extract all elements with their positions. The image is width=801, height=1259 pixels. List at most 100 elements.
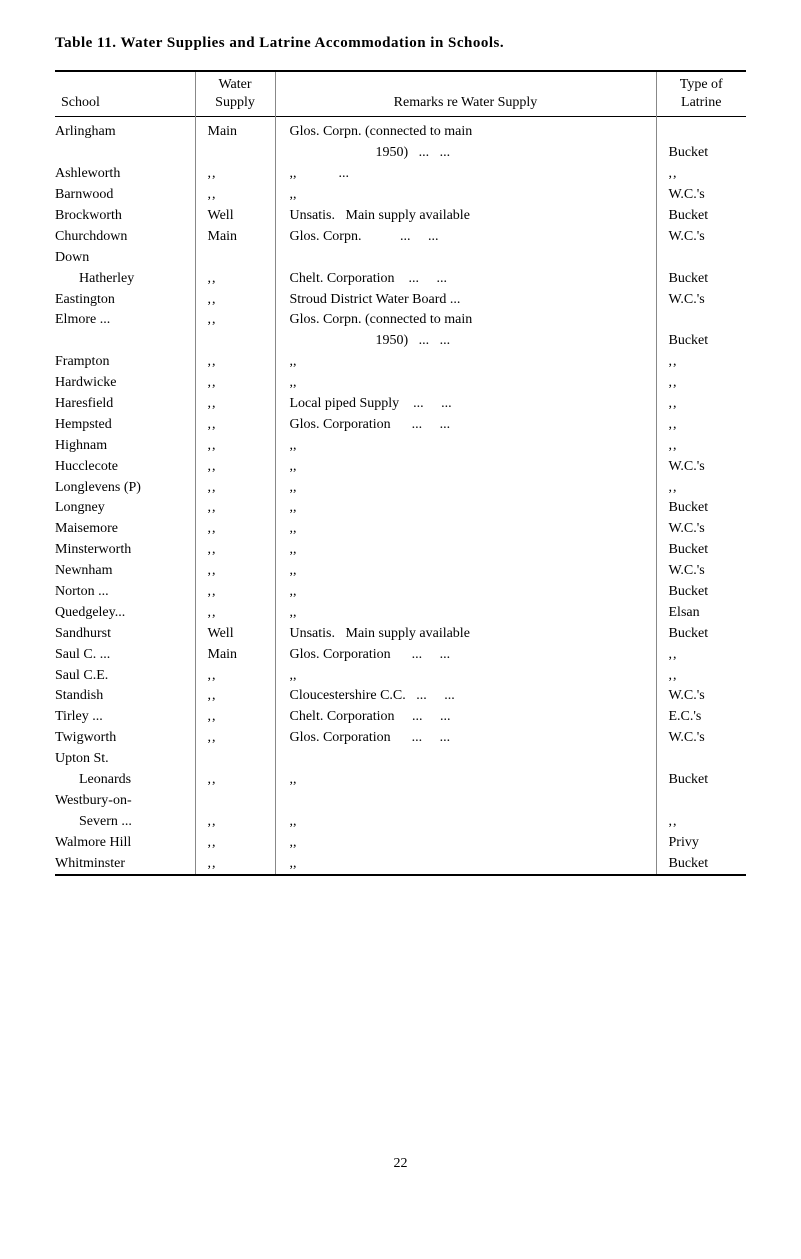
cell-supply: ,, bbox=[195, 540, 275, 561]
cell-remarks: ,, bbox=[275, 854, 656, 876]
cell-school: Longlevens (P) bbox=[55, 478, 195, 499]
title-main: Water Supplies and Latrine Accommodation… bbox=[120, 35, 504, 51]
header-latrine: Type of Latrine bbox=[656, 71, 746, 117]
table-row: Upton St. bbox=[55, 749, 746, 770]
table-body: ArlinghamMainGlos. Corpn. (connected to … bbox=[55, 117, 746, 876]
table-row: Quedgeley...,,,,Elsan bbox=[55, 603, 746, 624]
table-row: Hardwicke,,,,,, bbox=[55, 373, 746, 394]
cell-school: Ashleworth bbox=[55, 164, 195, 185]
cell-school: Quedgeley... bbox=[55, 603, 195, 624]
cell-school: Hempsted bbox=[55, 415, 195, 436]
cell-supply: ,, bbox=[195, 686, 275, 707]
table-row: ArlinghamMainGlos. Corpn. (connected to … bbox=[55, 117, 746, 143]
header-latrine-line1: Type of bbox=[680, 77, 723, 92]
cell-latrine: Bucket bbox=[656, 331, 746, 352]
table-row: Down bbox=[55, 248, 746, 269]
table-row: Severn ...,,,,,, bbox=[55, 812, 746, 833]
cell-school bbox=[55, 331, 195, 352]
cell-remarks: ,, bbox=[275, 478, 656, 499]
cell-supply: ,, bbox=[195, 770, 275, 791]
cell-school bbox=[55, 143, 195, 164]
cell-school: Hucclecote bbox=[55, 457, 195, 478]
table-row: Longlevens (P),,,,,, bbox=[55, 478, 746, 499]
cell-supply: ,, bbox=[195, 519, 275, 540]
cell-latrine: Bucket bbox=[656, 854, 746, 876]
table-row: Saul C.E.,,,,,, bbox=[55, 666, 746, 687]
table-row: ChurchdownMainGlos. Corpn. ... ...W.C.'s bbox=[55, 227, 746, 248]
cell-remarks: Local piped Supply ... ... bbox=[275, 394, 656, 415]
table-row: Frampton,,,,,, bbox=[55, 352, 746, 373]
cell-latrine: ,, bbox=[656, 478, 746, 499]
cell-latrine: Bucket bbox=[656, 770, 746, 791]
cell-remarks: ,, bbox=[275, 436, 656, 457]
header-supply-line1: Water bbox=[218, 77, 251, 92]
table-row: BrockworthWellUnsatis. Main supply avail… bbox=[55, 206, 746, 227]
cell-remarks: ,, bbox=[275, 352, 656, 373]
table-row: Hempsted,,Glos. Corporation ... ...,, bbox=[55, 415, 746, 436]
table-row: SandhurstWellUnsatis. Main supply availa… bbox=[55, 624, 746, 645]
cell-school: Saul C. ... bbox=[55, 645, 195, 666]
cell-remarks: Unsatis. Main supply available bbox=[275, 206, 656, 227]
cell-remarks: Glos. Corporation ... ... bbox=[275, 728, 656, 749]
title-prefix: Table 11. bbox=[55, 35, 116, 51]
cell-school: Sandhurst bbox=[55, 624, 195, 645]
cell-latrine: ,, bbox=[656, 645, 746, 666]
cell-supply: Main bbox=[195, 227, 275, 248]
cell-remarks: Unsatis. Main supply available bbox=[275, 624, 656, 645]
cell-latrine: Bucket bbox=[656, 582, 746, 603]
table-row: Leonards,,,,Bucket bbox=[55, 770, 746, 791]
cell-supply: ,, bbox=[195, 707, 275, 728]
cell-remarks: Stroud District Water Board ... bbox=[275, 290, 656, 311]
cell-remarks: ,, bbox=[275, 185, 656, 206]
cell-remarks: ,, bbox=[275, 540, 656, 561]
cell-remarks: Glos. Corpn. ... ... bbox=[275, 227, 656, 248]
table-row: Minsterworth,,,,Bucket bbox=[55, 540, 746, 561]
cell-school: Standish bbox=[55, 686, 195, 707]
cell-supply bbox=[195, 331, 275, 352]
table-row: Tirley ...,,Chelt. Corporation ... ...E.… bbox=[55, 707, 746, 728]
table-row: Maisemore,,,,W.C.'s bbox=[55, 519, 746, 540]
cell-latrine: Bucket bbox=[656, 269, 746, 290]
cell-supply: ,, bbox=[195, 854, 275, 876]
cell-remarks: ,, bbox=[275, 812, 656, 833]
cell-supply: ,, bbox=[195, 728, 275, 749]
cell-remarks: 1950) ... ... bbox=[275, 331, 656, 352]
table-row: Eastington,,Stroud District Water Board … bbox=[55, 290, 746, 311]
cell-remarks: Glos. Corporation ... ... bbox=[275, 415, 656, 436]
cell-supply: ,, bbox=[195, 603, 275, 624]
cell-latrine: ,, bbox=[656, 373, 746, 394]
cell-supply: ,, bbox=[195, 436, 275, 457]
cell-supply bbox=[195, 791, 275, 812]
cell-school: Leonards bbox=[55, 770, 195, 791]
cell-school: Highnam bbox=[55, 436, 195, 457]
header-supply-line2: Supply bbox=[215, 95, 255, 110]
cell-latrine: W.C.'s bbox=[656, 457, 746, 478]
cell-latrine: W.C.'s bbox=[656, 728, 746, 749]
cell-school: Tirley ... bbox=[55, 707, 195, 728]
table-row: Hucclecote,,,,W.C.'s bbox=[55, 457, 746, 478]
header-supply: Water Supply bbox=[195, 71, 275, 117]
cell-latrine bbox=[656, 117, 746, 143]
table-row: Hatherley,,Chelt. Corporation ... ...Buc… bbox=[55, 269, 746, 290]
cell-school: Severn ... bbox=[55, 812, 195, 833]
cell-latrine: W.C.'s bbox=[656, 686, 746, 707]
cell-school: Walmore Hill bbox=[55, 833, 195, 854]
cell-supply: ,, bbox=[195, 812, 275, 833]
cell-latrine: Bucket bbox=[656, 624, 746, 645]
cell-school: Longney bbox=[55, 498, 195, 519]
cell-supply: ,, bbox=[195, 269, 275, 290]
cell-remarks: ,, ... bbox=[275, 164, 656, 185]
cell-school: Down bbox=[55, 248, 195, 269]
cell-latrine: ,, bbox=[656, 666, 746, 687]
water-supply-table: School Water Supply Remarks re Water Sup… bbox=[55, 70, 746, 876]
cell-supply: Main bbox=[195, 117, 275, 143]
cell-supply: ,, bbox=[195, 415, 275, 436]
cell-remarks: ,, bbox=[275, 519, 656, 540]
table-row: 1950) ... ...Bucket bbox=[55, 331, 746, 352]
cell-remarks: Cloucestershire C.C. ... ... bbox=[275, 686, 656, 707]
cell-school: Brockworth bbox=[55, 206, 195, 227]
header-remarks: Remarks re Water Supply bbox=[275, 71, 656, 117]
cell-latrine: ,, bbox=[656, 415, 746, 436]
cell-supply: ,, bbox=[195, 310, 275, 331]
table-row: Ashleworth,,,, ...,, bbox=[55, 164, 746, 185]
